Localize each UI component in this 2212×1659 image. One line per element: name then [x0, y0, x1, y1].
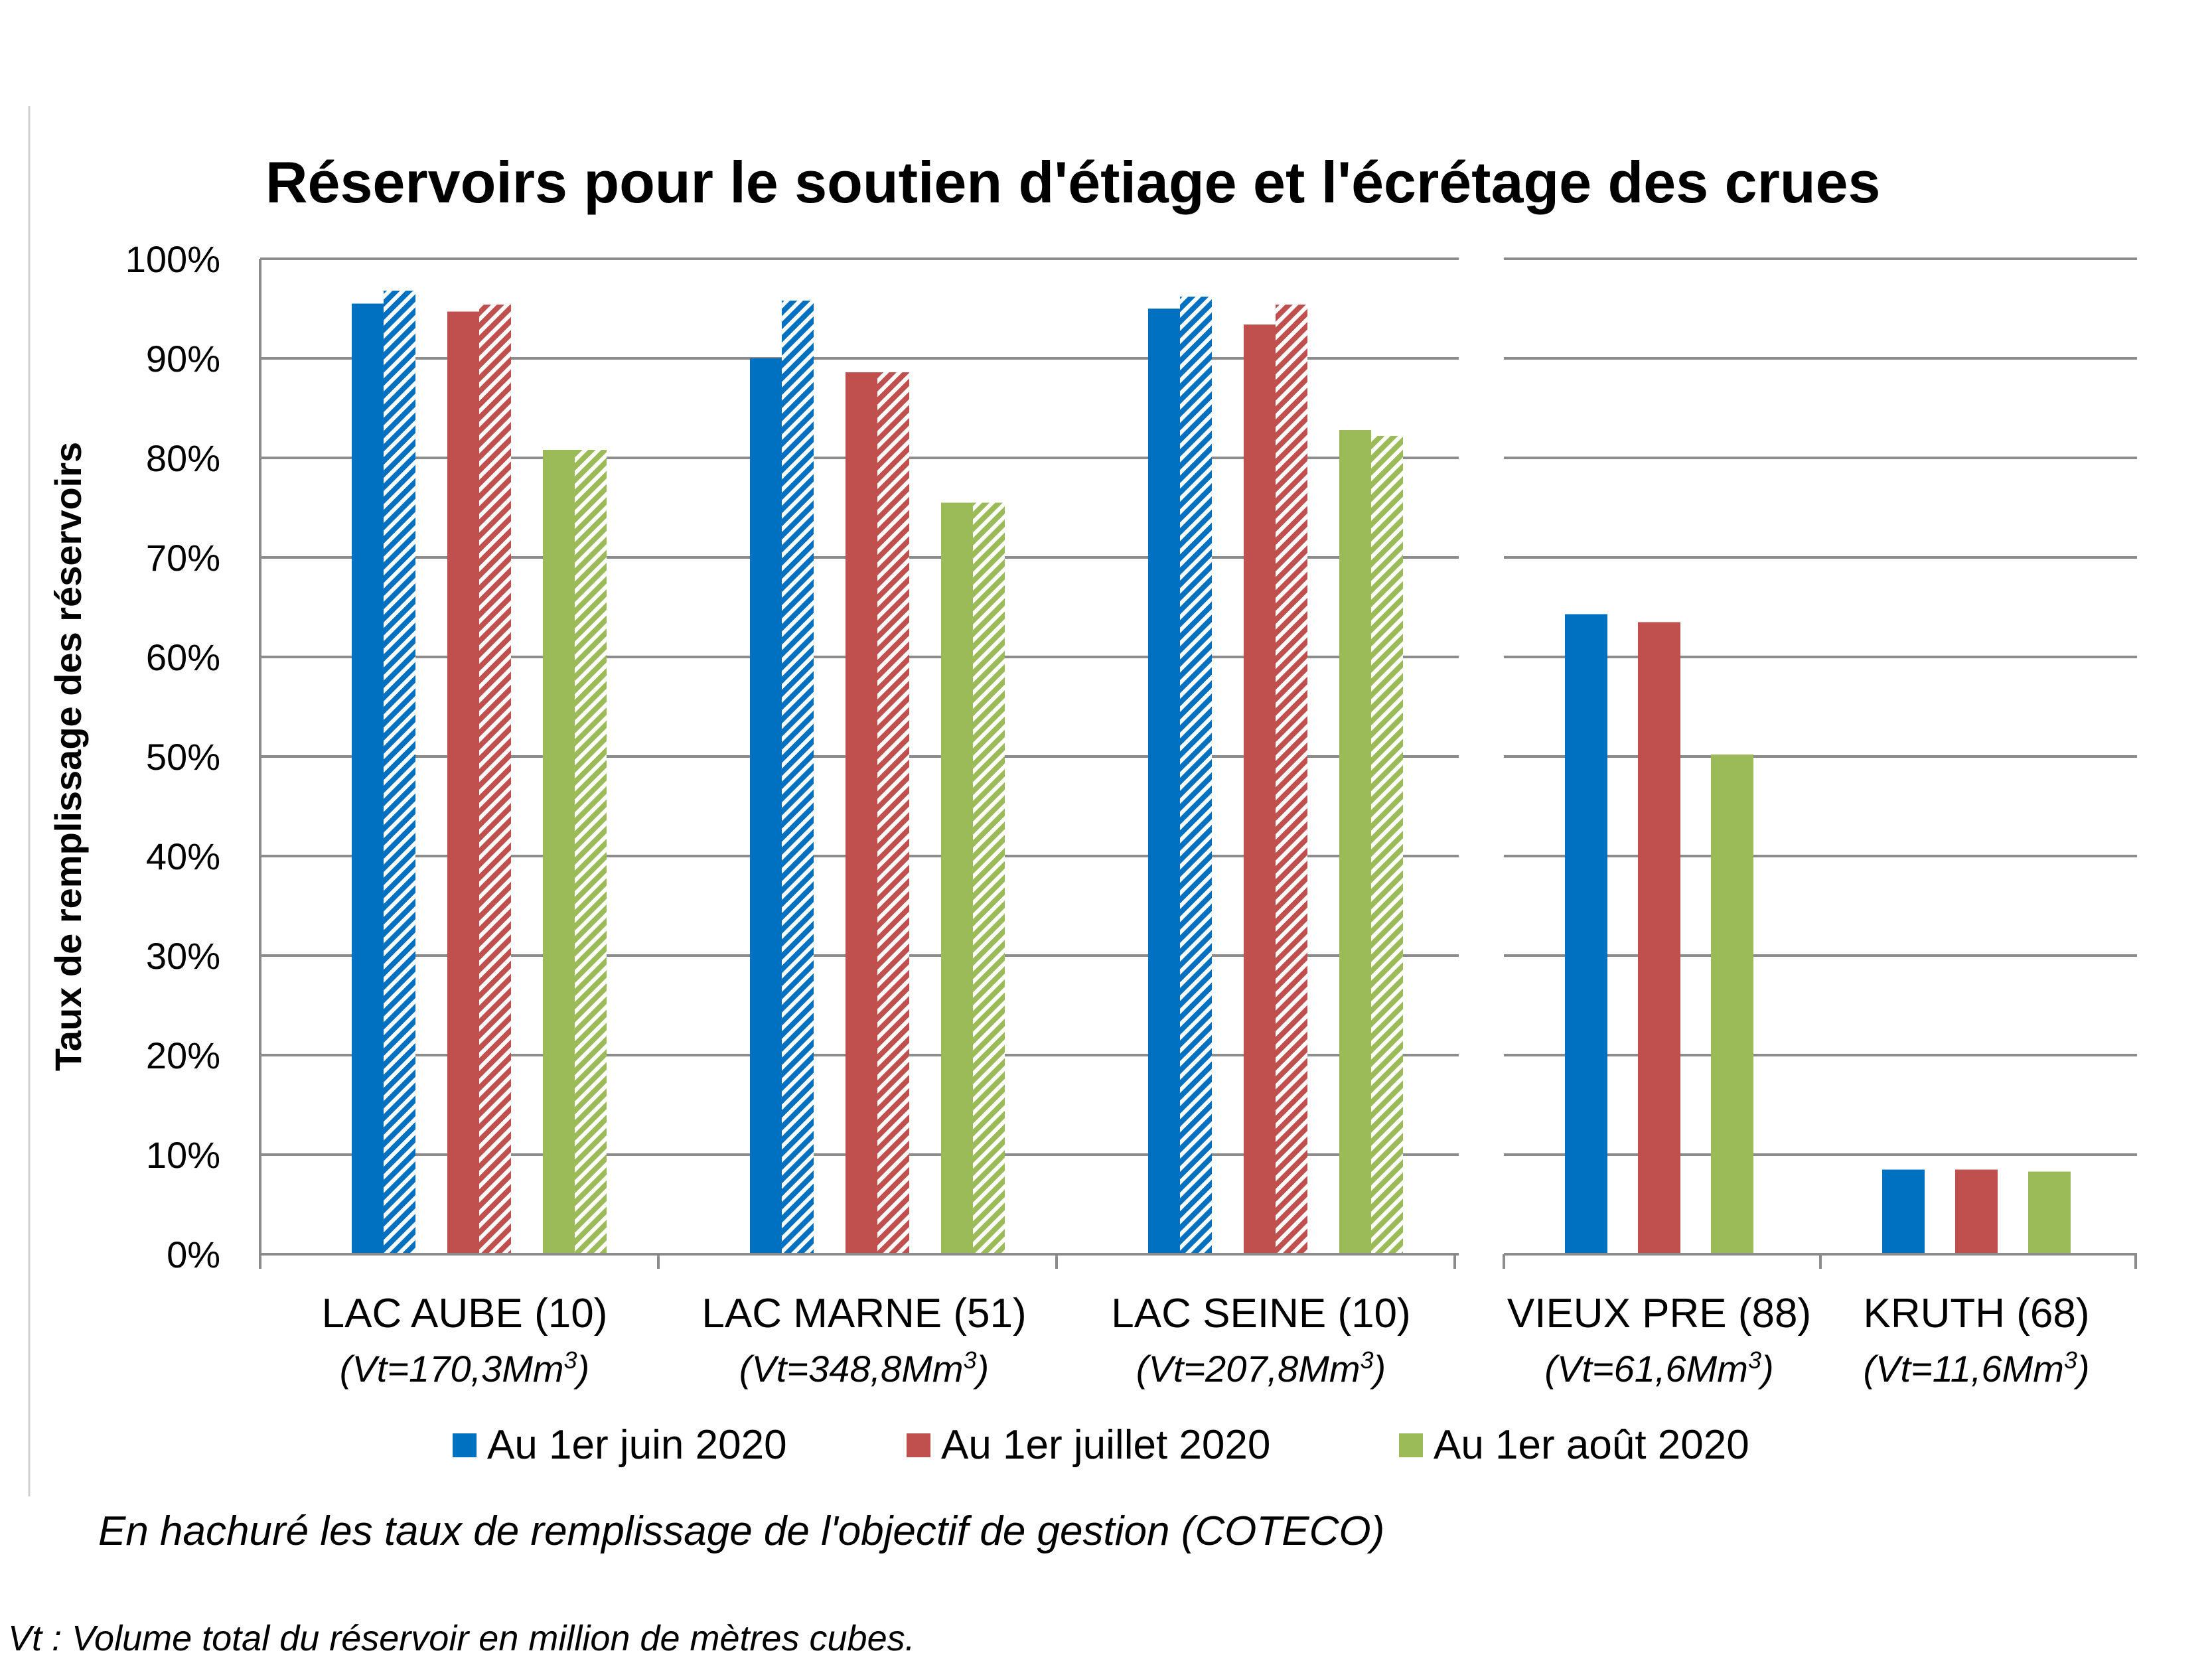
y-tick-label: 100%: [125, 238, 220, 280]
category-volume: (Vt=170,3Mm3): [340, 1346, 589, 1390]
category-label: LAC SEINE (10): [1111, 1291, 1410, 1336]
bar: [846, 372, 877, 1254]
bar: [941, 502, 973, 1254]
bar: [352, 303, 384, 1254]
y-tick-label: 60%: [146, 636, 220, 678]
objective-bar: [782, 301, 814, 1254]
x-axes: [259, 259, 2137, 1269]
category-volume: (Vt=61,6Mm3): [1544, 1346, 1773, 1390]
legend-swatch: [907, 1433, 930, 1457]
objective-bar: [575, 450, 607, 1254]
category-labels: LAC AUBE (10) (Vt=170,3Mm3) LAC MARNE (51)…: [322, 1291, 2090, 1390]
bar: [1339, 430, 1371, 1254]
bar: [750, 358, 782, 1254]
bars: [352, 291, 2071, 1254]
y-tick-label: 20%: [146, 1035, 220, 1076]
bar: [1882, 1169, 1925, 1254]
bar: [543, 450, 575, 1254]
y-tick-label: 80%: [146, 437, 220, 479]
y-axis-ticks: 0% 10% 20% 30% 40% 50% 60% 70% 80% 90% 100%: [125, 238, 220, 1275]
hatch-note: En hachuré les taux de remplissage de l'…: [98, 1508, 1384, 1554]
y-tick-label: 30%: [146, 935, 220, 977]
y-tick-label: 0%: [167, 1234, 220, 1275]
objective-bar: [479, 305, 511, 1254]
bar: [1565, 614, 1607, 1254]
objective-bar: [1276, 305, 1307, 1254]
category-label: LAC AUBE (10): [322, 1291, 608, 1336]
objective-bar: [877, 372, 909, 1254]
category-label: VIEUX PRE (88): [1507, 1291, 1811, 1336]
objective-bar: [973, 502, 1005, 1254]
legend-label: Au 1er juillet 2020: [941, 1422, 1270, 1468]
chart-title: Réservoirs pour le soutien d'étiage et l…: [265, 149, 1880, 215]
objective-bar: [1371, 436, 1403, 1254]
objective-bar: [384, 291, 415, 1254]
y-tick-label: 70%: [146, 537, 220, 579]
objective-bar: [1180, 297, 1212, 1254]
category-label: LAC MARNE (51): [701, 1291, 1026, 1336]
category-label: KRUTH (68): [1863, 1291, 2089, 1336]
bar: [1148, 309, 1180, 1254]
bar: [1711, 755, 1753, 1254]
bar: [1244, 325, 1276, 1254]
y-axis-label: Taux de remplissage des réservoirs: [47, 442, 89, 1071]
bar: [2028, 1171, 2071, 1254]
y-tick-label: 10%: [146, 1134, 220, 1176]
legend-label: Au 1er août 2020: [1434, 1422, 1749, 1468]
legend: Au 1er juin 2020 Au 1er juillet 2020 Au 1e…: [453, 1422, 1749, 1468]
legend-swatch: [1399, 1433, 1423, 1457]
volume-footnote: Vt : Volume total du réservoir en millio…: [8, 1619, 915, 1658]
category-volume: (Vt=207,8Mm3): [1136, 1346, 1386, 1390]
category-volume: (Vt=11,6Mm3): [1863, 1346, 2089, 1390]
y-tick-label: 90%: [146, 338, 220, 380]
bar: [1638, 622, 1680, 1254]
legend-swatch: [453, 1433, 477, 1457]
legend-label: Au 1er juin 2020: [487, 1422, 787, 1468]
bar: [447, 311, 479, 1254]
y-tick-label: 40%: [146, 835, 220, 877]
bar: [1955, 1169, 1998, 1254]
y-tick-label: 50%: [146, 736, 220, 778]
category-volume: (Vt=348,8Mm3): [739, 1346, 989, 1390]
